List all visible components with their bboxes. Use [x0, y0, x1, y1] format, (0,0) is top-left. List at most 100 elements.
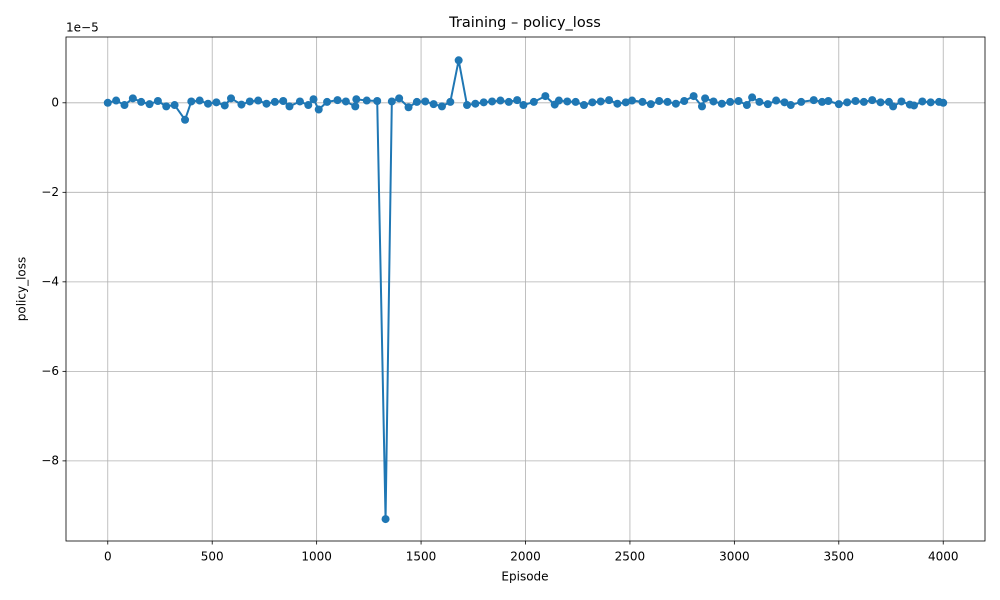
data-point	[859, 97, 868, 106]
x-tick-label: 2000	[510, 550, 541, 564]
data-point	[162, 102, 171, 111]
data-point	[843, 98, 852, 107]
chart-title: Training – policy_loss	[448, 15, 601, 31]
y-axis-label: policy_loss	[15, 257, 29, 322]
data-point	[352, 95, 361, 104]
data-point	[909, 101, 918, 110]
x-tick-label: 1500	[406, 550, 437, 564]
x-tick-label: 0	[104, 550, 112, 564]
data-point	[613, 99, 622, 108]
data-point	[742, 101, 751, 110]
data-point	[689, 92, 698, 101]
data-point	[680, 97, 689, 106]
data-point	[726, 97, 735, 106]
data-point	[588, 98, 597, 107]
data-point	[304, 101, 313, 110]
x-tick-label: 3500	[824, 550, 855, 564]
data-point	[295, 97, 304, 106]
data-point	[868, 96, 877, 105]
data-point	[362, 96, 371, 105]
data-point	[772, 96, 781, 105]
data-point	[646, 100, 655, 109]
data-point	[170, 101, 179, 110]
data-point	[395, 94, 404, 103]
data-point	[323, 97, 332, 106]
data-point	[834, 100, 843, 109]
data-point	[851, 97, 860, 106]
data-point	[254, 96, 263, 105]
data-point	[245, 97, 254, 106]
data-point	[513, 96, 522, 105]
data-point	[763, 100, 772, 109]
data-point	[605, 96, 614, 105]
data-point	[596, 97, 605, 106]
data-point	[341, 97, 350, 106]
data-point	[137, 97, 146, 106]
y-tick-label: 0	[51, 95, 59, 109]
data-point	[195, 96, 204, 105]
data-point	[571, 97, 580, 106]
data-point	[309, 95, 318, 104]
data-point	[889, 102, 898, 111]
data-point	[212, 98, 221, 107]
data-point	[529, 97, 538, 106]
data-point	[786, 101, 795, 110]
x-tick-label: 4000	[928, 550, 959, 564]
data-point	[579, 101, 588, 110]
data-point	[220, 101, 229, 110]
data-point	[876, 98, 885, 107]
data-point	[701, 94, 710, 103]
data-point	[655, 97, 664, 106]
data-point	[279, 97, 288, 106]
data-point	[437, 102, 446, 111]
data-point	[381, 515, 390, 524]
data-point	[237, 100, 246, 109]
data-point	[479, 98, 488, 107]
data-point	[748, 93, 757, 102]
data-point	[181, 115, 190, 124]
plot-frame	[65, 36, 986, 542]
data-point	[412, 97, 421, 106]
data-point	[939, 98, 948, 107]
data-point	[103, 98, 112, 107]
data-point	[314, 105, 323, 114]
data-point	[429, 100, 438, 109]
y-tick-label: −2	[41, 185, 59, 199]
data-point	[421, 97, 430, 106]
data-point	[471, 99, 480, 108]
data-point	[504, 97, 513, 106]
y-tick-label: −4	[41, 274, 59, 288]
data-point	[387, 97, 396, 106]
data-point	[204, 99, 213, 108]
y-tick-label: −8	[41, 453, 59, 467]
data-point	[780, 98, 789, 107]
data-point	[404, 103, 413, 112]
data-point	[797, 97, 806, 106]
data-point	[734, 97, 743, 106]
data-point	[563, 97, 572, 106]
data-point	[454, 56, 463, 65]
data-point	[128, 94, 137, 103]
data-point	[824, 97, 833, 106]
x-tick-label: 3000	[719, 550, 750, 564]
x-axis-label: Episode	[501, 570, 548, 584]
data-point	[446, 97, 455, 106]
data-point	[496, 96, 505, 105]
data-point	[270, 97, 279, 106]
data-point	[717, 99, 726, 108]
data-point	[187, 97, 196, 106]
data-point	[488, 97, 497, 106]
data-point	[285, 102, 294, 111]
data-point	[628, 96, 637, 105]
data-point	[818, 97, 827, 106]
data-point	[638, 97, 647, 106]
data-point	[463, 101, 472, 110]
data-point	[926, 98, 935, 107]
data-point	[227, 94, 236, 103]
data-point	[697, 102, 706, 111]
data-point	[621, 98, 630, 107]
data-point	[145, 100, 154, 109]
y-tick-label: −6	[41, 364, 59, 378]
